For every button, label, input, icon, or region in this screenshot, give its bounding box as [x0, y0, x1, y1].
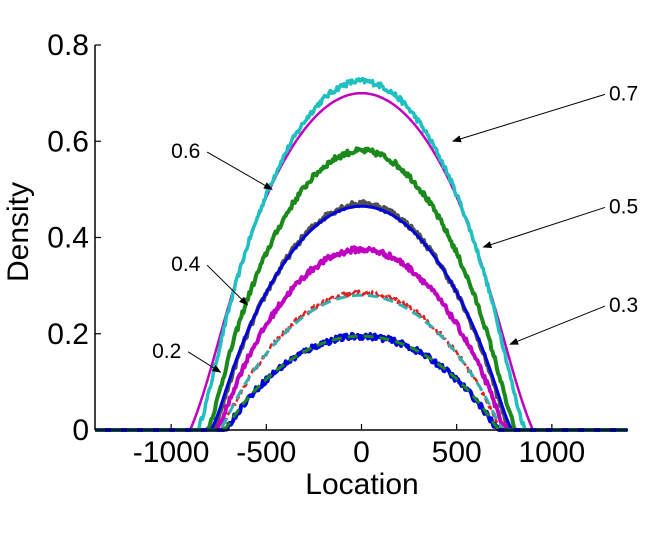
x-axis-label: Location: [305, 468, 418, 501]
axes-layer: -1000 -500 0 500 1000 0 0.2 0.4 0.6 0.8: [47, 29, 628, 469]
annotation-label: 0.2: [152, 340, 181, 363]
series-line-3: [94, 199, 629, 432]
annotation-label: 0.7: [609, 82, 638, 105]
x-tick-label: 0: [353, 436, 370, 469]
annotation-layer: 0.7 0.6 0.5 0.4 0.3 0.2: [152, 82, 638, 373]
x-tick-label: -1000: [133, 436, 210, 469]
annotation-label: 0.5: [609, 195, 638, 218]
y-tick-label: 0.4: [47, 222, 89, 255]
series-line-4: [95, 204, 628, 432]
annotation-arrow: [452, 93, 606, 143]
annotation-arrow: [482, 206, 606, 249]
annotation-arrow: [509, 305, 606, 345]
annotation-arrow: [187, 351, 222, 373]
x-tick-label: 500: [432, 436, 482, 469]
x-tick-label: -500: [236, 436, 296, 469]
series-line-2: [94, 146, 629, 432]
y-tick-label: 0.6: [47, 125, 89, 158]
annotation-arrow: [206, 264, 248, 306]
annotation-label: 0.6: [171, 140, 200, 163]
y-axis-label: Density: [2, 182, 35, 282]
annotation-label: 0.4: [171, 253, 201, 276]
annotation-label: 0.3: [609, 294, 638, 317]
x-tick-label: 1000: [518, 436, 585, 469]
y-tick-label: 0.8: [47, 29, 89, 62]
y-tick-label: 0.2: [47, 318, 89, 351]
annotation-arrow: [206, 151, 273, 190]
y-tick-label: 0: [72, 414, 89, 447]
